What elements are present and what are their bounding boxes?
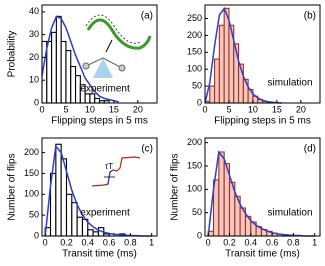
x-axis-label: Transit time (ms) (62, 249, 137, 260)
y-tick-label: 200 (187, 137, 202, 147)
bar (55, 143, 62, 237)
bar (218, 151, 225, 237)
x-tick-label: 1 (312, 237, 317, 247)
x-tick-label: 1 (149, 237, 154, 247)
x-tick-label: 0.8 (124, 237, 137, 247)
x-tick-label: 5 (63, 104, 68, 114)
annotation: experiment (80, 208, 130, 219)
bar (223, 7, 230, 104)
bar (92, 231, 99, 237)
y-tick-label: 50 (192, 207, 202, 217)
annotation: simulation (267, 208, 312, 219)
trace (91, 156, 141, 187)
plot-frame (41, 4, 158, 104)
panel-label: (a) (141, 11, 153, 22)
y-tick-label: 200 (187, 30, 202, 40)
x-tick-label: 0 (43, 237, 48, 247)
energy-curve (86, 18, 152, 50)
panel-label: (c) (141, 144, 153, 155)
x-tick-label: 0.6 (103, 237, 116, 247)
fit-line (204, 6, 282, 104)
panel-label: (b) (304, 11, 316, 22)
y-tick-label: 150 (187, 160, 202, 170)
inset-landscape (82, 14, 152, 78)
x-axis-label: Flipping steps in 5 ms (51, 116, 148, 127)
x-axis-label: Flipping steps in 5 ms (214, 116, 311, 127)
plot-frame (204, 137, 321, 237)
y-tick-label: 100 (187, 64, 202, 74)
x-axis-label: Transit time (ms) (225, 249, 300, 260)
y-tick-label: 150 (24, 168, 39, 178)
arrow (105, 39, 113, 53)
x-tick-label: 0 (202, 104, 207, 114)
y-tick-label: 0 (34, 97, 39, 107)
ball (82, 62, 90, 70)
x-tick-label: 0.6 (266, 237, 279, 247)
y-tick-label: 250 (187, 13, 202, 23)
y-tick-label: 0 (34, 230, 39, 240)
bar (87, 229, 94, 237)
y-tick-label: 10 (29, 75, 39, 85)
bar (65, 50, 72, 104)
fit-line (41, 15, 119, 103)
y-tick-label: 200 (24, 147, 39, 157)
panel-label: (d) (304, 144, 316, 155)
y-tick-label: 0 (197, 97, 202, 107)
x-tick-label: 0.8 (287, 237, 300, 247)
bar (46, 40, 53, 104)
x-tick-label: 0 (206, 237, 211, 247)
y-tick-label: 50 (192, 80, 202, 90)
x-tick-label: 10 (248, 104, 258, 114)
bar (94, 97, 101, 104)
y-axis-label: Probability (7, 31, 18, 78)
y-tick-label: 20 (29, 52, 39, 62)
bar (209, 85, 216, 104)
x-tick-label: 20 (296, 104, 306, 114)
transit (105, 169, 114, 186)
x-tick-label: 0 (39, 104, 44, 114)
x-tick-label: 5 (226, 104, 231, 114)
x-tick-label: 15 (272, 104, 282, 114)
plot-frame (41, 137, 158, 237)
y-tick-label: 100 (187, 184, 202, 194)
bar (55, 15, 62, 104)
bar (60, 40, 67, 104)
y-tick-label: 0 (197, 230, 202, 240)
bar (218, 24, 225, 104)
plot-frame (204, 4, 321, 104)
bar (70, 65, 77, 104)
x-tick-label: 0.4 (245, 237, 258, 247)
y-tick-label: 30 (29, 29, 39, 39)
x-tick-label: 10 (85, 104, 95, 114)
bar (71, 202, 78, 237)
bar (89, 93, 96, 104)
x-tick-label: 0.2 (223, 237, 236, 247)
dashed-curve (85, 14, 141, 44)
y-tick-label: 50 (29, 210, 39, 220)
y-tick-label: 100 (24, 189, 39, 199)
triangle (93, 58, 113, 78)
y-axis-label: Number of flips (7, 153, 18, 220)
x-tick-label: 0.4 (82, 237, 95, 247)
bar (51, 31, 57, 104)
inset-trace (91, 156, 141, 187)
bar (65, 193, 73, 237)
bar (76, 216, 84, 237)
arm (102, 57, 123, 69)
bar (84, 93, 91, 104)
inset-label: τT (105, 162, 113, 171)
annotation: experiment (80, 84, 130, 95)
annotation: simulation (267, 78, 312, 89)
y-axis-label: Number of flips (170, 153, 181, 220)
bar (214, 58, 220, 104)
x-tick-label: 15 (109, 104, 119, 114)
x-tick-label: 20 (133, 104, 143, 114)
ball (118, 64, 126, 72)
x-tick-label: 0.2 (60, 237, 73, 247)
y-tick-label: 150 (187, 47, 202, 57)
y-tick-label: 40 (29, 6, 39, 16)
